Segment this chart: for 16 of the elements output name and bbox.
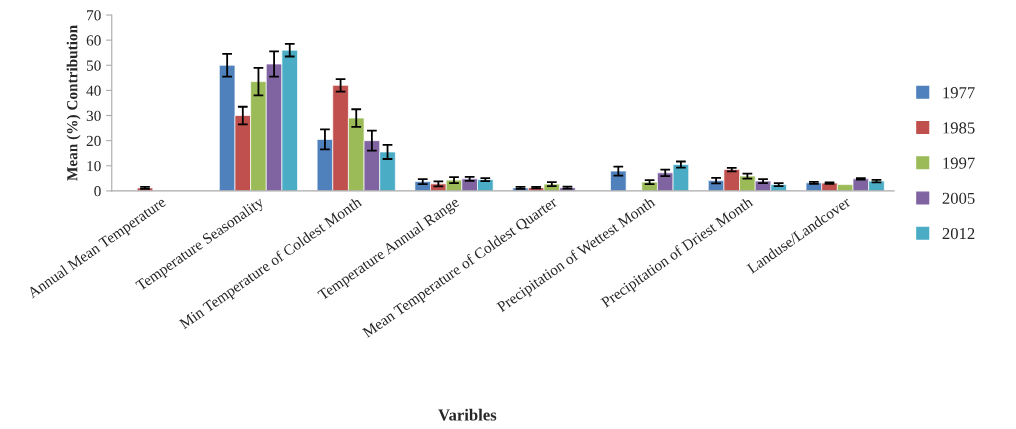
bar <box>610 170 627 191</box>
y-axis-title: Mean (%) Contribution <box>66 25 81 181</box>
legend-label: 2012 <box>942 227 975 240</box>
y-tick-label: 20 <box>86 135 101 147</box>
y-tick-label: 50 <box>86 60 101 71</box>
y-tick-label: 60 <box>86 35 101 46</box>
y-tick-label: 70 <box>87 10 101 21</box>
legend-label: 1977 <box>943 87 975 99</box>
legend-label: 1997 <box>943 157 975 169</box>
y-tick-label: 10 <box>87 160 101 172</box>
legend-label: 2005 <box>942 192 975 204</box>
y-tick-label: 30 <box>86 110 101 121</box>
y-tick-label: 40 <box>86 85 101 96</box>
y-tick-label: 0 <box>94 186 101 197</box>
legend-label: 1985 <box>943 122 975 134</box>
x-axis-title: Varibles <box>438 408 497 421</box>
